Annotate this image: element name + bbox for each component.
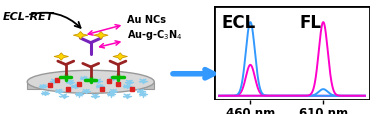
Polygon shape: [54, 53, 68, 61]
Polygon shape: [94, 32, 108, 40]
Text: ECL: ECL: [222, 14, 256, 32]
Polygon shape: [27, 82, 154, 89]
Ellipse shape: [27, 71, 154, 93]
Text: FL: FL: [300, 14, 322, 32]
Text: ECL-RET: ECL-RET: [2, 11, 54, 21]
Polygon shape: [113, 53, 127, 61]
Polygon shape: [73, 32, 88, 40]
Text: Au NCs: Au NCs: [88, 14, 166, 36]
Bar: [214, 7, 370, 100]
Text: Au-g-C$_3$N$_4$: Au-g-C$_3$N$_4$: [100, 27, 183, 49]
